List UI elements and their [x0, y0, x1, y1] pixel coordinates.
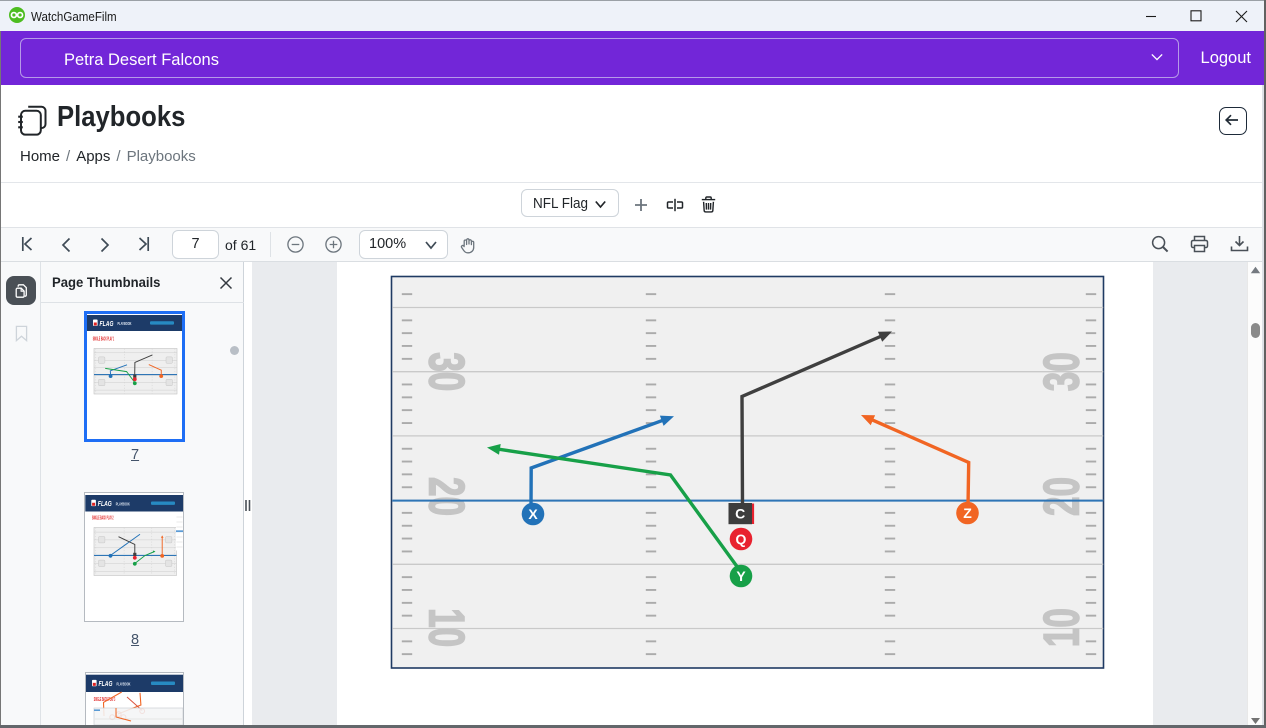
svg-text:10: 10 [1034, 608, 1090, 647]
svg-text:Y: Y [736, 568, 746, 584]
svg-text:FLAG: FLAG [100, 320, 114, 327]
svg-text:SINGLE BACK PLAY 2: SINGLE BACK PLAY 2 [92, 515, 114, 521]
svg-text:20: 20 [1034, 477, 1090, 516]
svg-text:FLAG: FLAG [98, 501, 112, 508]
svg-text:10: 10 [419, 608, 475, 647]
svg-text:X: X [528, 506, 538, 522]
svg-text:PLAYBOOK: PLAYBOOK [118, 321, 132, 326]
svg-text:20: 20 [419, 477, 475, 516]
svg-text:PLAYBOOK: PLAYBOOK [116, 501, 130, 506]
svg-text:30: 30 [419, 352, 475, 391]
svg-text:PLAYBOOK: PLAYBOOK [117, 682, 131, 687]
svg-text:30: 30 [1034, 352, 1090, 391]
svg-text:C: C [735, 506, 745, 522]
svg-text:SINGLE BACK PLAY 3: SINGLE BACK PLAY 3 [94, 697, 116, 703]
svg-text:FLAG: FLAG [99, 681, 113, 688]
svg-text:SINGLE BACK PLAY 1: SINGLE BACK PLAY 1 [93, 336, 115, 342]
svg-text:Z: Z [963, 505, 972, 521]
svg-text:Q: Q [736, 531, 747, 547]
